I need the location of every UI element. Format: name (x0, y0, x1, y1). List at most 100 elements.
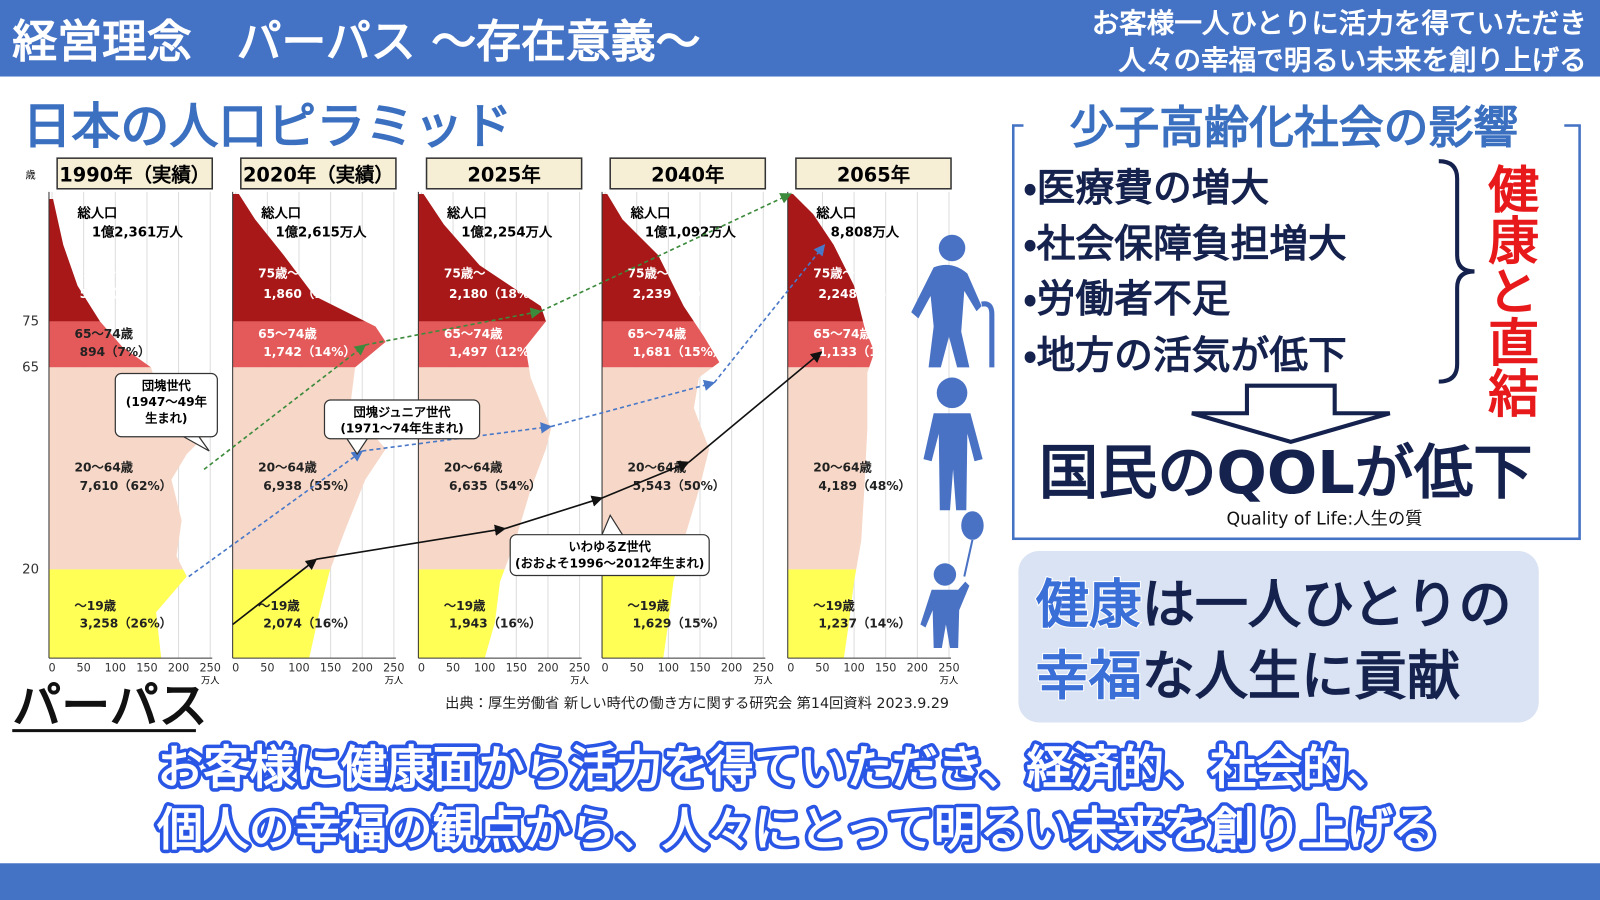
callout-text: いわゆるZ世代 (569, 539, 652, 554)
total-label: 総人口 (77, 204, 118, 221)
group-value: 6,635（54%） (449, 478, 541, 493)
callout-tail (601, 513, 623, 536)
down-arrow (1191, 383, 1391, 444)
group-value: 7,610（62%） (80, 478, 172, 493)
impact-title: 少子高齢化社会の影響 (1070, 101, 1519, 154)
group-value: 1,497（12%） (449, 344, 541, 359)
group-label: 75歳～ (813, 266, 855, 281)
x-unit: 万人 (940, 676, 958, 687)
cane (981, 301, 995, 368)
callout-tail (183, 436, 210, 452)
group-label: 20～64歳 (813, 459, 872, 474)
cohort-arrow (688, 351, 823, 463)
x-tick-label: 50 (77, 661, 91, 674)
total-label: 総人口 (815, 204, 856, 221)
x-tick-label: 250 (569, 661, 590, 674)
x-tick-label: 250 (383, 661, 404, 674)
impact-item: ・医療費の増大 (1023, 166, 1269, 211)
total: 8,808万人 (831, 225, 900, 241)
bracket (1438, 159, 1475, 384)
year: 2040年 (651, 164, 724, 187)
year: 2020年（実績） (243, 164, 394, 187)
group-label: 20～64歳 (628, 459, 687, 474)
group-value: 2,180（18%） (449, 286, 541, 301)
age-band (48, 569, 203, 659)
bracket-label: 健康と直結 (1479, 163, 1540, 418)
cohort-arrow (713, 244, 826, 384)
group-value: 2,248（26%） (818, 286, 910, 301)
age-band (418, 193, 552, 322)
group-label: ～19歳 (628, 598, 670, 613)
x-tick-label: 200 (907, 661, 928, 674)
x-tick-label: 250 (753, 661, 774, 674)
group-label: 65～74歳 (813, 326, 872, 341)
cohort-arrow (540, 193, 792, 312)
group-label: ～19歳 (813, 598, 855, 613)
x-tick-label: 250 (938, 661, 959, 674)
age-band (602, 193, 720, 322)
total-label: 総人口 (630, 204, 671, 221)
contribution-line: 幸福な人生に貢献 (1036, 645, 1460, 707)
x-tick-label: 0 (787, 661, 794, 674)
age-band (418, 569, 552, 659)
impact-item: ・社会保障負担増大 (1023, 222, 1347, 267)
group-label: 75歳～ (628, 266, 670, 281)
group-value: 1,133（13%） (818, 344, 910, 359)
adult-head (936, 377, 968, 409)
x-tick-label: 50 (260, 661, 274, 674)
purpose-line: 個人の幸福の観点から、人々にとって明るい未来を創り上げる (156, 802, 1439, 856)
callout-text: (1971～74年生まれ) (340, 421, 463, 436)
group-value: 2,074（16%） (263, 616, 355, 631)
group-value: 1,629（15%） (633, 616, 725, 631)
group-value: 3,258（26%） (80, 616, 172, 631)
group-value: 6,938（55%） (263, 478, 355, 493)
tagline: 人々の幸福で明るい未来を創り上げる (1117, 44, 1586, 76)
highlight: 幸福 (1036, 645, 1142, 707)
x-tick-label: 200 (721, 661, 742, 674)
impact-result: 国民のQOLが低下 (1039, 438, 1532, 507)
impact-title-bg (1023, 96, 1565, 154)
group-value: 4,189（48%） (818, 478, 910, 493)
group-label: 75歳～ (444, 266, 486, 281)
highlight: 健康 (1036, 573, 1142, 635)
callout (323, 399, 481, 440)
impact-item: ・地方の活気が低下 (1023, 333, 1346, 378)
adult-body (923, 413, 983, 511)
age-label: 65 (22, 360, 39, 375)
year: 1990年（実績） (59, 164, 210, 187)
group-value: 1,237（14%） (818, 616, 910, 631)
x-tick-label: 0 (418, 661, 425, 674)
group-label: ～19歳 (444, 598, 486, 613)
callout (509, 534, 710, 577)
cohort-arrow (365, 307, 542, 346)
callout-text: 団塊世代 (142, 378, 192, 393)
x-unit: 万人 (201, 676, 219, 687)
tagline: お客様一人ひとりに活力を得ていただき (1092, 8, 1587, 40)
x-tick-label: 150 (320, 661, 341, 674)
group-label: 20～64歳 (258, 459, 317, 474)
group-label: 20～64歳 (444, 459, 503, 474)
balloon (961, 511, 984, 540)
callout-text: 団塊ジュニア世代 (354, 404, 452, 419)
age-band (232, 569, 386, 659)
x-tick-label: 150 (136, 661, 157, 674)
header-title: 経営理念 パーパス ～存在意義～ (12, 15, 700, 68)
cohort-arrow (232, 558, 318, 626)
age-band (232, 193, 386, 322)
elder-head (938, 234, 966, 262)
x-tick-label: 200 (168, 661, 189, 674)
x-tick-label: 200 (352, 661, 373, 674)
elder-body (911, 264, 982, 368)
x-tick-label: 100 (474, 661, 495, 674)
group-label: 65～74歳 (628, 326, 687, 341)
x-unit: 万人 (385, 676, 403, 687)
total: 1億2,615万人 (276, 224, 368, 241)
age-unit: 歳 (26, 170, 36, 182)
year: 2025年 (467, 164, 540, 187)
contribution-text: は一人ひとりの (1142, 573, 1512, 635)
group-label: 20～64歳 (74, 459, 133, 474)
callout-text: (おおよそ1996～2012年生まれ) (515, 555, 704, 570)
